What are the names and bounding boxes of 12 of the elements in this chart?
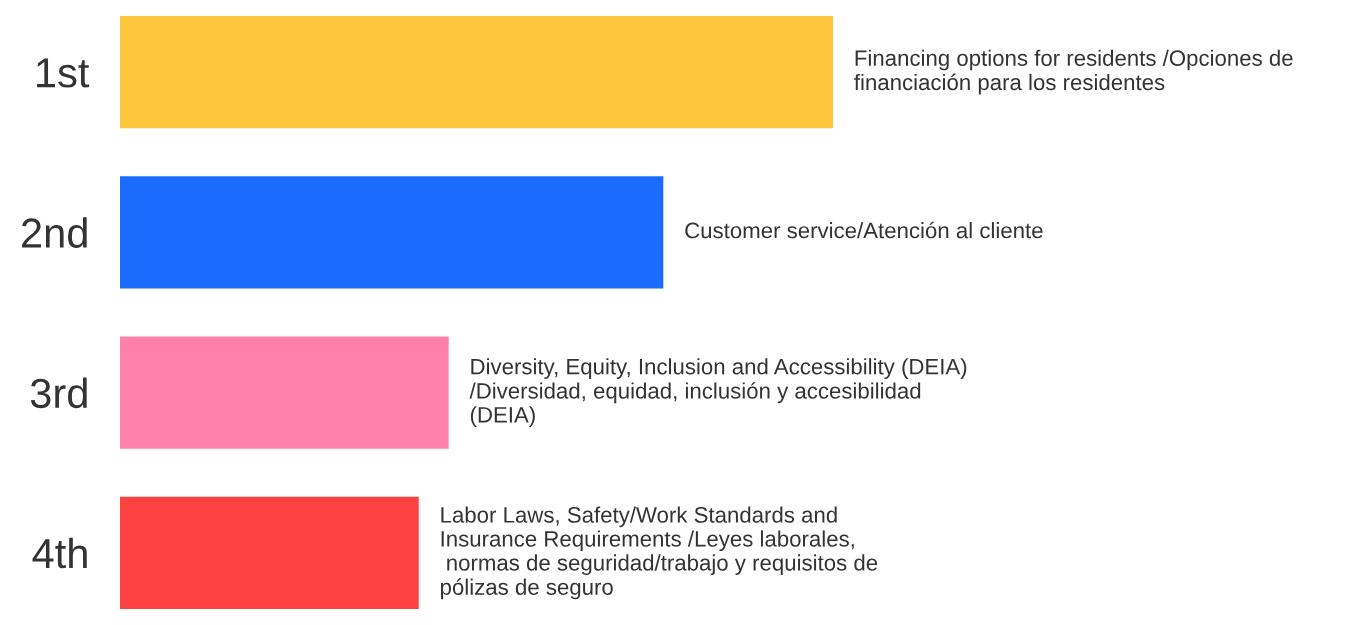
y-tick-label: 4th <box>32 537 87 569</box>
annotation: Labor Laws, Safety/Work Standards and Insurance Requirements /Leyes laborales, normas de seguridad/trabajo y requisitos de pólizas de seguro <box>441 506 878 600</box>
bar <box>120 176 664 289</box>
y-tick-label: 3rd <box>30 377 87 409</box>
annotation: Diversity, Equity, Inclusion and Accessibility (DEIA) /Diversidad, equidad, inclusión y accesibilidad (DEIA) <box>469 358 967 428</box>
y-tick-label: 1st <box>37 58 90 88</box>
bar <box>120 496 419 609</box>
annotation: Customer service/Atención al cliente <box>685 221 1043 239</box>
bar <box>120 336 449 449</box>
bar <box>120 16 833 129</box>
annotation: Financing options for residents /Opciones de financiación para los residentes <box>854 49 1293 95</box>
y-tick-label: 2nd <box>22 217 87 248</box>
